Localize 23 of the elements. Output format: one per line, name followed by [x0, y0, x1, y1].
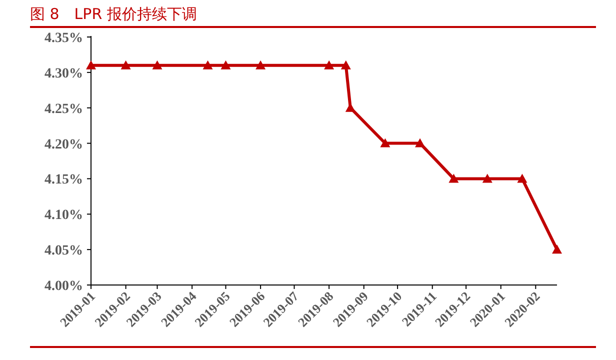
- point: [86, 60, 96, 70]
- point: [448, 174, 459, 183]
- y-tick-label: 4.00%: [44, 279, 83, 294]
- y-tick-label: 4.15%: [44, 172, 83, 188]
- y-tick-label: 4.25%: [44, 102, 83, 117]
- point: [256, 60, 266, 70]
- point: [340, 60, 351, 70]
- point: [517, 174, 528, 183]
- point: [552, 244, 562, 254]
- point: [120, 60, 131, 70]
- point: [202, 60, 213, 70]
- point: [482, 174, 492, 183]
- chart-title: 图 8 LPR 报价持续下调: [30, 5, 197, 23]
- y-tick-label: 4.30%: [44, 66, 83, 82]
- y-tick-label: 4.20%: [44, 137, 83, 152]
- point: [415, 138, 426, 148]
- y-tick-label: 4.10%: [44, 208, 83, 224]
- point: [380, 138, 390, 148]
- y-tick-label: 4.05%: [44, 244, 83, 259]
- point: [152, 60, 162, 70]
- point: [220, 60, 231, 70]
- y-tick-label: 4.35%: [44, 31, 83, 46]
- point: [324, 60, 334, 70]
